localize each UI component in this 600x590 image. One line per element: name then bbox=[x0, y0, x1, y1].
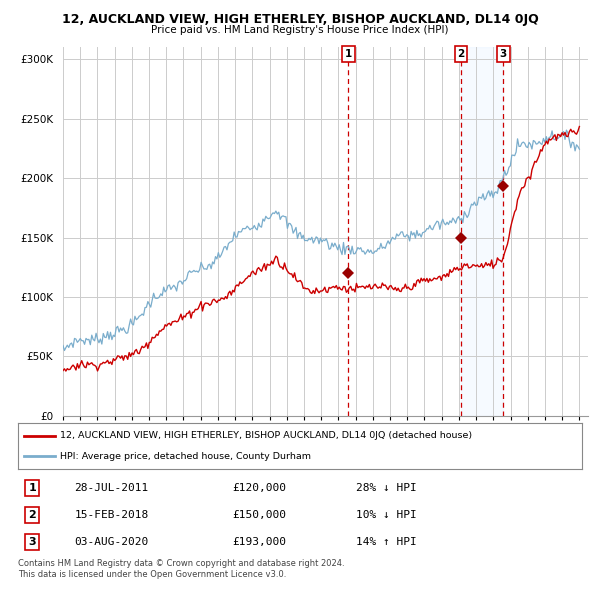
Text: Contains HM Land Registry data © Crown copyright and database right 2024.: Contains HM Land Registry data © Crown c… bbox=[18, 559, 344, 568]
Text: Price paid vs. HM Land Registry's House Price Index (HPI): Price paid vs. HM Land Registry's House … bbox=[151, 25, 449, 35]
Text: 03-AUG-2020: 03-AUG-2020 bbox=[74, 537, 149, 547]
Text: 12, AUCKLAND VIEW, HIGH ETHERLEY, BISHOP AUCKLAND, DL14 0JQ (detached house): 12, AUCKLAND VIEW, HIGH ETHERLEY, BISHOP… bbox=[60, 431, 472, 440]
Text: 15-FEB-2018: 15-FEB-2018 bbox=[74, 510, 149, 520]
Text: 28% ↓ HPI: 28% ↓ HPI bbox=[356, 483, 417, 493]
Text: 3: 3 bbox=[28, 537, 36, 547]
Text: £150,000: £150,000 bbox=[232, 510, 286, 520]
Text: £120,000: £120,000 bbox=[232, 483, 286, 493]
Text: 2: 2 bbox=[457, 49, 464, 59]
Text: 1: 1 bbox=[345, 49, 352, 59]
Text: 2: 2 bbox=[28, 510, 36, 520]
Text: 1: 1 bbox=[28, 483, 36, 493]
Text: £193,000: £193,000 bbox=[232, 537, 286, 547]
Text: HPI: Average price, detached house, County Durham: HPI: Average price, detached house, Coun… bbox=[60, 452, 311, 461]
Bar bbox=[461, 47, 503, 416]
Text: 12, AUCKLAND VIEW, HIGH ETHERLEY, BISHOP AUCKLAND, DL14 0JQ: 12, AUCKLAND VIEW, HIGH ETHERLEY, BISHOP… bbox=[62, 13, 538, 26]
Text: 10% ↓ HPI: 10% ↓ HPI bbox=[356, 510, 417, 520]
Text: 3: 3 bbox=[500, 49, 507, 59]
Text: 14% ↑ HPI: 14% ↑ HPI bbox=[356, 537, 417, 547]
Text: 28-JUL-2011: 28-JUL-2011 bbox=[74, 483, 149, 493]
Text: This data is licensed under the Open Government Licence v3.0.: This data is licensed under the Open Gov… bbox=[18, 570, 286, 579]
